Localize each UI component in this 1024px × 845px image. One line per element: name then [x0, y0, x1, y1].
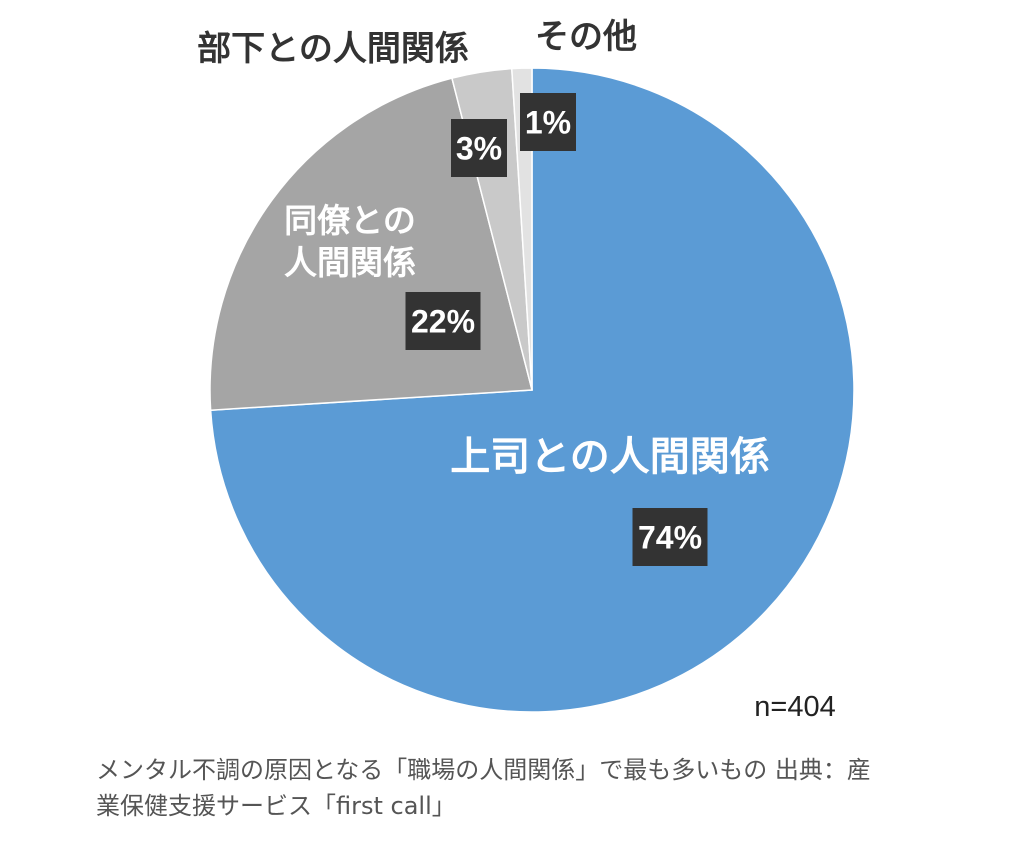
- value-label-4: 1%: [525, 105, 571, 141]
- value-label-2: 22%: [411, 304, 475, 340]
- caption-line-1: メンタル不調の原因となる「職場の人間関係」で最も多いもの 出典：産: [96, 756, 871, 784]
- sample-size-note: n=404: [754, 691, 835, 723]
- slice-label-4: その他: [535, 17, 637, 57]
- value-label-box-3: [451, 119, 507, 177]
- value-label-box-2: [405, 292, 481, 350]
- caption-line-2: 業保健支援サービス「first call」: [96, 792, 456, 820]
- slice-label-2-line-2: 人間関係: [284, 243, 416, 282]
- value-label-1: 74%: [638, 520, 702, 556]
- value-label-3: 3%: [456, 131, 502, 167]
- slice-label-2-line-1: 同僚との: [284, 201, 416, 240]
- slice-label-3: 部下との人間関係: [197, 29, 469, 69]
- chart-caption: メンタル不調の原因となる「職場の人間関係」で最も多いもの 出典：産 業保健支援サ…: [96, 752, 976, 824]
- value-label-box-1: [632, 508, 708, 566]
- pie-slices: [209, 67, 855, 713]
- value-label-box-4: [520, 93, 576, 151]
- slice-label-1: 上司との人間関係: [450, 434, 770, 480]
